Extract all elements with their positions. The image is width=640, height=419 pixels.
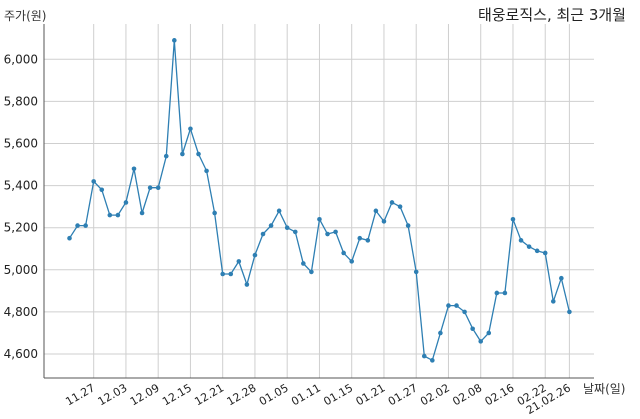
x-axis-label: 날짜(일): [583, 382, 626, 396]
x-tick-labels: 11.2712.0312.0912.1512.2112.2801.0501.11…: [63, 381, 572, 417]
y-tick-labels: 4,600 4,800 5,000 5,200 5,400 5,600 5,800 6,000: [4, 52, 38, 361]
data-point: [381, 219, 387, 224]
data-point: [188, 126, 193, 132]
data-point: [421, 353, 427, 359]
data-point: [518, 238, 524, 243]
data-point: [567, 309, 572, 315]
data-point: [373, 208, 379, 214]
data-point: [268, 223, 274, 228]
y-tick-label: 5,800: [4, 94, 38, 108]
data-point: [284, 225, 290, 230]
data-point: [75, 223, 80, 228]
data-point: [236, 259, 242, 264]
data-point: [446, 303, 451, 308]
x-tick-label: 12.21: [192, 381, 226, 408]
horizontal-gridlines: [44, 58, 594, 355]
data-point: [486, 330, 492, 336]
data-point: [413, 269, 419, 275]
data-point: [542, 250, 548, 256]
data-point: [405, 223, 411, 228]
data-point: [212, 210, 217, 216]
x-tick-label: 01.11: [289, 381, 323, 408]
x-tick-label: 12.09: [128, 381, 162, 408]
y-tick-label: 6,000: [4, 52, 38, 66]
data-point: [454, 303, 459, 308]
price-series: [67, 38, 572, 363]
data-point: [260, 231, 266, 237]
x-tick-label: 01.15: [321, 381, 355, 408]
data-point: [244, 282, 250, 287]
data-point: [510, 216, 516, 222]
x-tick-label: 11.27: [63, 381, 97, 408]
data-point: [559, 275, 564, 281]
data-point: [204, 168, 209, 174]
x-tick-label: 12.03: [96, 381, 130, 408]
y-tick-label: 5,600: [4, 137, 38, 151]
data-point: [131, 166, 137, 172]
x-tick-label: 01.21: [354, 381, 388, 408]
data-point: [470, 326, 475, 332]
data-point: [438, 330, 443, 336]
data-point: [196, 151, 201, 157]
data-point: [462, 309, 467, 315]
data-point: [180, 151, 185, 157]
data-point: [534, 248, 540, 254]
axes: [43, 24, 594, 379]
x-tick-label: 12.15: [160, 381, 194, 408]
data-point: [389, 200, 395, 205]
data-point: [155, 185, 161, 191]
data-point: [317, 216, 322, 222]
data-point: [123, 200, 129, 205]
data-point: [325, 231, 330, 237]
x-tick-label: 02.16: [483, 381, 517, 408]
y-tick-label: 5,200: [4, 221, 38, 235]
x-tick-label: 02.08: [450, 381, 484, 408]
data-point: [478, 339, 484, 344]
data-point: [301, 261, 306, 266]
data-point: [83, 223, 88, 228]
data-point: [220, 271, 225, 277]
data-point: [357, 235, 363, 241]
data-point: [163, 153, 169, 159]
data-point: [292, 229, 298, 235]
y-tick-label: 4,600: [4, 347, 38, 361]
data-point: [228, 271, 234, 277]
data-point: [309, 269, 314, 275]
data-point: [365, 238, 371, 243]
data-point: [107, 212, 113, 218]
data-point: [252, 252, 258, 258]
data-point: [276, 208, 282, 214]
y-tick-label: 5,000: [4, 263, 38, 277]
y-axis-label: 주가(원): [4, 9, 47, 23]
data-point: [67, 235, 72, 241]
data-point: [502, 290, 508, 296]
x-tick-label: 02.02: [418, 381, 452, 408]
data-point: [147, 185, 153, 191]
data-point: [99, 187, 105, 193]
data-point: [139, 210, 145, 216]
y-tick-label: 4,800: [4, 305, 38, 319]
data-point: [494, 290, 500, 296]
data-point: [333, 229, 338, 235]
data-point: [526, 244, 532, 249]
data-point: [341, 250, 346, 256]
y-tick-label: 5,400: [4, 179, 38, 193]
x-tick-label: 01.05: [257, 381, 291, 408]
data-point: [430, 358, 435, 363]
chart-title: 태웅로직스, 최근 3개월: [477, 6, 626, 24]
x-tick-label: 12.28: [225, 381, 259, 408]
data-point: [550, 299, 556, 304]
data-point: [397, 204, 403, 209]
data-point: [91, 179, 96, 184]
data-point: [115, 212, 121, 218]
data-point: [172, 38, 177, 43]
x-tick-label: 01.27: [386, 381, 420, 408]
data-point: [349, 259, 355, 264]
vertical-gridlines: [93, 24, 570, 378]
